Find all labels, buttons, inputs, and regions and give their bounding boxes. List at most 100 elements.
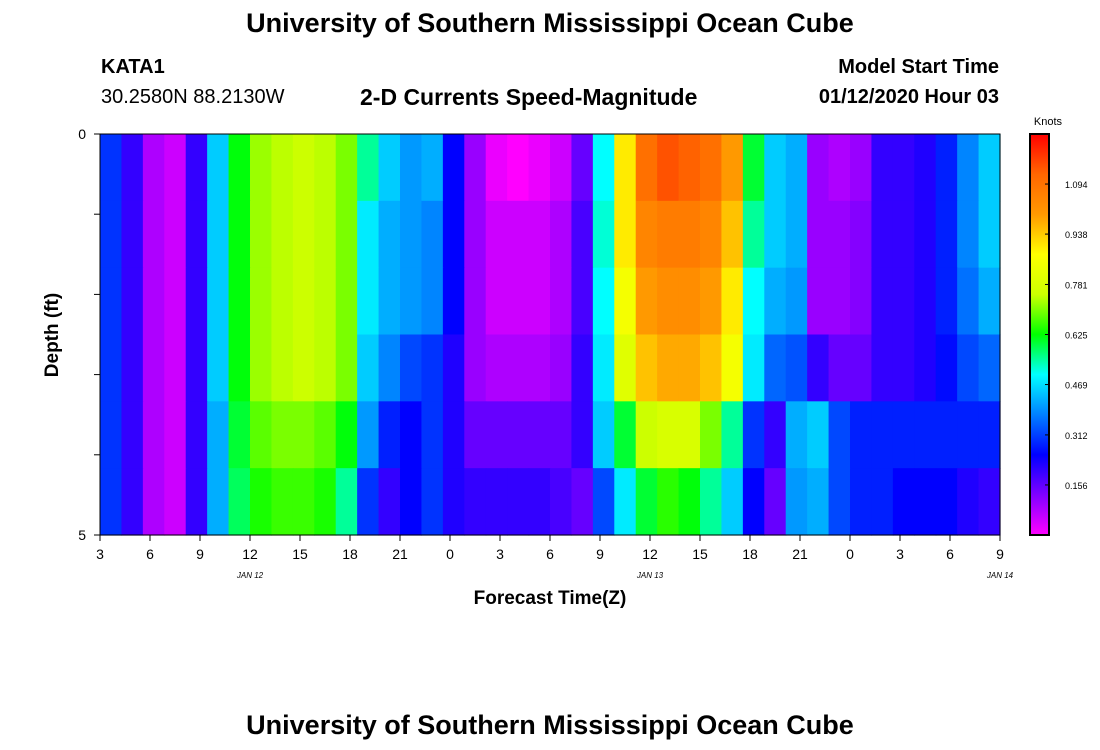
heatmap-cell bbox=[464, 334, 487, 402]
heatmap-cell bbox=[250, 200, 273, 269]
heatmap-cell bbox=[164, 200, 187, 269]
heatmap-cell bbox=[700, 334, 723, 402]
heatmap-cell bbox=[121, 468, 144, 536]
heatmap-cell bbox=[207, 401, 230, 469]
x-axis-label: Forecast Time(Z) bbox=[474, 588, 627, 609]
heatmap-cell bbox=[507, 334, 530, 402]
heatmap-cell bbox=[228, 401, 251, 469]
heatmap-cell bbox=[892, 468, 915, 536]
heatmap-cell bbox=[785, 334, 808, 402]
heatmap-cell bbox=[721, 267, 744, 336]
heatmap-cell bbox=[185, 334, 208, 402]
heatmap-cell bbox=[400, 200, 423, 269]
heatmap-cell bbox=[635, 200, 658, 269]
heatmap-cell bbox=[700, 200, 723, 269]
colorbar-tick-label: 0.469 bbox=[1065, 381, 1088, 391]
heatmap-cell bbox=[250, 468, 273, 536]
heatmap-cell bbox=[464, 468, 487, 536]
heatmap-cell bbox=[614, 134, 637, 202]
heatmap-cell bbox=[721, 334, 744, 402]
heatmap-cell bbox=[464, 134, 487, 202]
heatmap-cell bbox=[742, 334, 765, 402]
heatmap-cell bbox=[121, 134, 144, 202]
colorbar-tick-label: 0.781 bbox=[1065, 280, 1088, 290]
heatmap-cell bbox=[614, 200, 637, 269]
colorbar-tick-label: 1.094 bbox=[1065, 180, 1088, 190]
heatmap-cell bbox=[142, 401, 165, 469]
heatmap-cell bbox=[292, 200, 315, 269]
heatmap-cell bbox=[785, 468, 808, 536]
heatmap-cell bbox=[207, 267, 230, 336]
heatmap-cell bbox=[335, 334, 358, 402]
heatmap-cell bbox=[850, 334, 873, 402]
x-tick-label: 9 bbox=[196, 546, 204, 562]
heatmap-cell bbox=[914, 134, 937, 202]
y-tick-label: 0 bbox=[78, 126, 86, 142]
heatmap-cell bbox=[100, 468, 123, 536]
heatmap-cell bbox=[421, 401, 444, 469]
heatmap-cell bbox=[935, 134, 958, 202]
heatmap-cell bbox=[164, 334, 187, 402]
heatmap-cell bbox=[507, 401, 530, 469]
heatmap-cell bbox=[914, 334, 937, 402]
heatmap-cell bbox=[742, 134, 765, 202]
colorbar-tick-label: 0.938 bbox=[1065, 230, 1088, 240]
heatmap-cell bbox=[378, 134, 401, 202]
heatmap-cell bbox=[228, 134, 251, 202]
heatmap-cell bbox=[871, 267, 894, 336]
heatmap-cell bbox=[571, 468, 594, 536]
heatmap-cell bbox=[528, 401, 551, 469]
heatmap-cell bbox=[678, 401, 701, 469]
heatmap-cell bbox=[485, 401, 508, 469]
model-start-label: Model Start Time bbox=[838, 56, 999, 78]
heatmap-cell bbox=[442, 468, 465, 536]
heatmap-cell bbox=[378, 200, 401, 269]
heatmap-cell bbox=[700, 468, 723, 536]
heatmap-cell bbox=[592, 200, 615, 269]
heatmap-cell bbox=[785, 200, 808, 269]
heatmap-cell bbox=[442, 401, 465, 469]
heatmap-cell bbox=[550, 200, 573, 269]
heatmap-cell bbox=[635, 334, 658, 402]
heatmap-cell bbox=[828, 401, 851, 469]
heatmap-cell bbox=[550, 134, 573, 202]
heatmap-cell bbox=[571, 200, 594, 269]
axis-ticks: 3 6 9 12 15 18 21 0 3 6 9 12 15 18 21 0 3 6 9 JAN 12 JAN 13 J… bbox=[78, 126, 1013, 580]
heatmap-cell bbox=[528, 200, 551, 269]
heatmap-cell bbox=[678, 200, 701, 269]
heatmap-cell bbox=[871, 334, 894, 402]
heatmap-cell bbox=[378, 401, 401, 469]
heatmap-cell bbox=[935, 200, 958, 269]
heatmap-cell bbox=[571, 134, 594, 202]
heatmap-cell bbox=[914, 200, 937, 269]
heatmap-cell bbox=[250, 334, 273, 402]
heatmap-cell bbox=[935, 267, 958, 336]
heatmap-cell bbox=[164, 134, 187, 202]
x-tick-label: 21 bbox=[392, 546, 408, 562]
heatmap-cell bbox=[657, 334, 680, 402]
heatmap-cell bbox=[378, 468, 401, 536]
heatmap-cell bbox=[142, 468, 165, 536]
heatmap-cell bbox=[185, 468, 208, 536]
heatmap-cell bbox=[314, 200, 337, 269]
heatmap-cell bbox=[550, 401, 573, 469]
heatmap-cell bbox=[164, 267, 187, 336]
heatmap-cell bbox=[421, 468, 444, 536]
heatmap-cell bbox=[828, 200, 851, 269]
heatmap-cell bbox=[914, 468, 937, 536]
heatmap-cell bbox=[121, 200, 144, 269]
heatmap-cell bbox=[250, 134, 273, 202]
x-date-label: JAN 13 bbox=[636, 571, 664, 580]
x-tick-label: 15 bbox=[292, 546, 308, 562]
heatmap-cell bbox=[614, 468, 637, 536]
heatmap-cell bbox=[100, 334, 123, 402]
x-date-label: JAN 14 bbox=[986, 571, 1014, 580]
heatmap-cell bbox=[164, 468, 187, 536]
model-start-value: 01/12/2020 Hour 03 bbox=[818, 86, 999, 108]
heatmap-cell bbox=[250, 401, 273, 469]
heatmap-cell bbox=[292, 334, 315, 402]
heatmap-cell bbox=[100, 134, 123, 202]
heatmap-cell bbox=[228, 200, 251, 269]
x-tick-label: 0 bbox=[446, 546, 454, 562]
heatmap-cell bbox=[978, 468, 1001, 536]
